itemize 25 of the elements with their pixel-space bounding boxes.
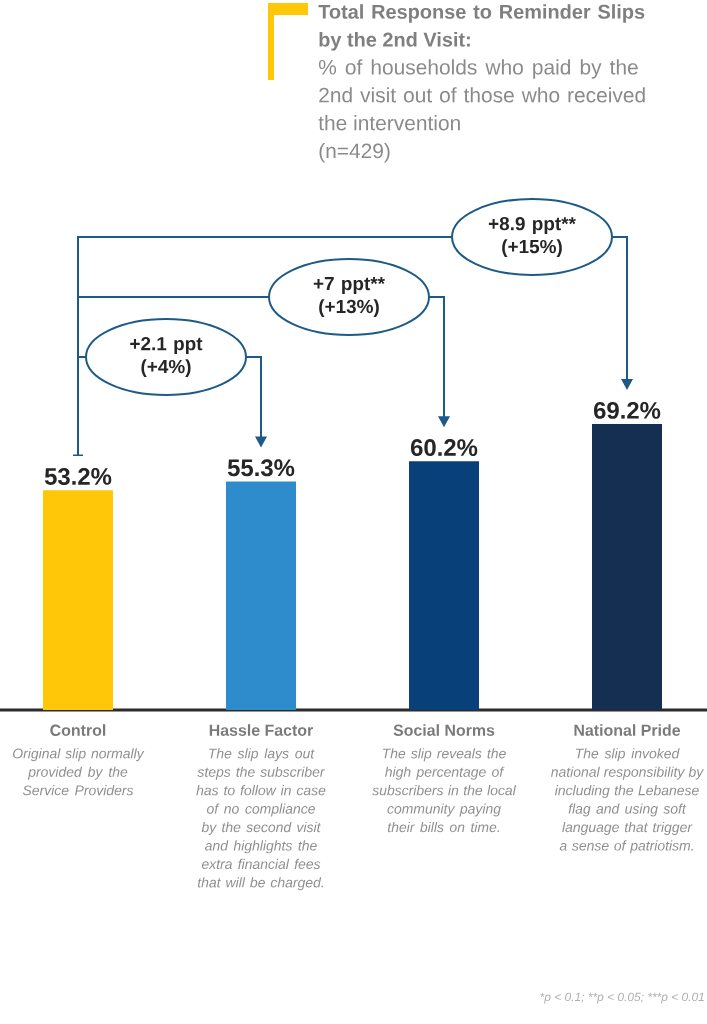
x-tick-label: Control <box>50 724 106 736</box>
text: The slip lays out steps the subscriber has to follow in case of no compliance by the second visit and highlights the extra financial fees that will be charged. <box>196 748 326 891</box>
x-tick-label: Hassle Factor <box>209 724 314 736</box>
text: ***p < 0.01 <box>648 992 704 1004</box>
data-label: 69.2% <box>593 401 661 419</box>
text: Original slip normally provided by the Service Providers <box>13 748 145 796</box>
bar <box>43 490 113 710</box>
bar <box>592 424 663 710</box>
data-label: 53.2% <box>44 468 112 485</box>
text: The slip invoked national responsibility by including the Lebanese flag and using soft language that trigger a sense of patriotism. <box>551 748 704 854</box>
data-label: 55.3% <box>227 459 295 477</box>
text: +2.1 ppt (+4%) <box>130 336 203 378</box>
data-label: 60.2% <box>410 439 478 457</box>
x-tick-label: National Pride <box>574 724 681 736</box>
bar <box>409 461 480 710</box>
text: +8.9 ppt** (+15%) <box>488 216 576 258</box>
text: **p < 0.05; <box>588 992 644 1004</box>
text: *p < 0.1; <box>540 992 585 1004</box>
x-tick-label: Social Norms <box>393 724 495 736</box>
text: The slip reveals the high percentage of subscribers in the local community paying their bills on time. <box>372 748 517 833</box>
bar <box>226 481 296 710</box>
text: +7 ppt** (+13%) <box>313 277 385 317</box>
chart-title: Total Response to Reminder Slips by the 2nd Visit: <box>318 4 645 51</box>
text: (n=429) <box>319 142 390 163</box>
chart-subtitle: % of households who paid by the 2nd visit out of those who received the intervention <box>318 59 645 131</box>
